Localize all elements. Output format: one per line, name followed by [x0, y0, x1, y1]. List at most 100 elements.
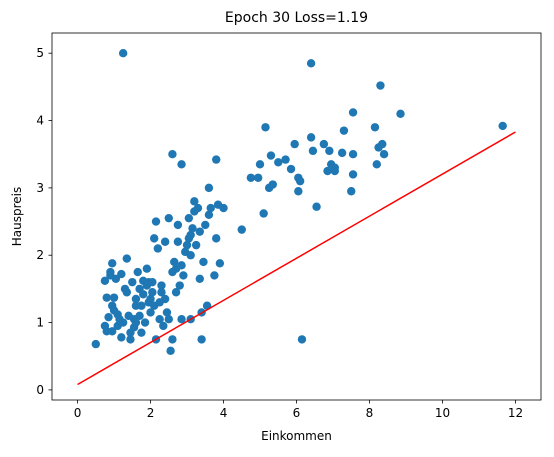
- scatter-point: [146, 294, 155, 304]
- plot-layer: [77, 49, 516, 386]
- scatter-point: [177, 160, 186, 169]
- scatter-point: [197, 335, 206, 344]
- scatter-point: [122, 254, 132, 263]
- scatter-point: [274, 158, 283, 167]
- regression-line: [77, 131, 516, 386]
- scatter-point: [188, 224, 197, 233]
- scatter-point: [268, 180, 277, 189]
- scatter-point: [193, 203, 203, 213]
- scatter-point: [253, 173, 263, 182]
- scatter-point: [182, 240, 192, 250]
- scatter-point: [137, 328, 146, 337]
- scatter-point: [173, 220, 183, 230]
- scatter-point: [219, 203, 228, 213]
- scatter-point: [162, 308, 172, 317]
- scatter-point: [396, 109, 405, 119]
- scatter-point: [376, 81, 385, 90]
- scatter-point: [133, 267, 142, 277]
- scatter-point: [135, 311, 144, 321]
- scatter-point: [153, 244, 163, 253]
- scatter-point: [191, 240, 201, 250]
- scatter-point: [498, 121, 507, 131]
- x-tick-label: 0: [74, 406, 82, 420]
- scatter-point: [201, 220, 210, 230]
- scatter-point: [118, 318, 128, 327]
- scatter-point: [146, 308, 155, 317]
- scatter-point: [308, 146, 318, 156]
- scatter-point: [286, 164, 296, 174]
- scatter-point: [347, 187, 356, 196]
- scatter-point: [170, 257, 179, 267]
- scatter-point: [168, 335, 177, 344]
- y-tick-label: 2: [36, 248, 44, 262]
- scatter-point: [348, 150, 358, 159]
- scatter-point: [104, 312, 113, 322]
- scatter-point: [117, 333, 126, 342]
- scatter-point: [151, 217, 161, 226]
- scatter-point: [175, 281, 184, 290]
- scatter-point: [164, 213, 173, 223]
- scatter-point: [177, 261, 186, 270]
- scatter-point: [297, 335, 307, 344]
- scatter-point: [215, 259, 225, 268]
- scatter-point: [255, 160, 265, 169]
- x-tick-label: 6: [293, 406, 301, 420]
- scatter-point: [212, 155, 221, 164]
- scatter-point: [148, 288, 157, 297]
- scatter-point: [109, 293, 119, 302]
- scatter-point: [306, 59, 316, 68]
- scatter-point: [379, 150, 389, 159]
- y-tick-label: 1: [36, 316, 44, 330]
- scatter-point: [237, 225, 246, 234]
- scatter-point: [204, 210, 214, 220]
- scatter-point: [106, 267, 115, 277]
- scatter-point: [117, 269, 126, 279]
- chart-title: Epoch 30 Loss=1.19: [225, 10, 368, 26]
- scatter-point: [259, 209, 268, 218]
- scatter-point: [173, 237, 183, 246]
- scatter-point: [100, 276, 110, 286]
- scatter-point: [246, 173, 256, 182]
- scatter-point: [339, 126, 349, 135]
- scatter-point: [290, 139, 299, 149]
- scatter-point: [281, 155, 290, 164]
- scatter-point: [348, 108, 358, 117]
- scatter-point: [126, 335, 135, 344]
- scatter-point: [177, 314, 186, 324]
- scatter-point: [142, 264, 152, 273]
- scatter-point: [171, 288, 181, 297]
- y-axis-label: Hauspreis: [10, 187, 24, 247]
- x-tick-label: 10: [435, 406, 450, 420]
- scatter-point: [323, 166, 332, 176]
- scatter-point: [179, 271, 188, 280]
- y-tick-label: 4: [36, 114, 44, 128]
- scatter-point: [261, 123, 270, 132]
- scatter-point: [378, 139, 387, 149]
- scatter-point: [128, 277, 137, 287]
- scatter-point: [186, 230, 195, 240]
- scatter-point: [122, 288, 132, 297]
- scatter-point: [370, 123, 380, 132]
- scatter-point: [186, 251, 195, 260]
- scatter-point: [330, 163, 340, 172]
- y-tick-label: 0: [36, 383, 44, 397]
- scatter-point: [195, 227, 204, 236]
- scatter-point: [294, 187, 303, 196]
- scatter-point: [137, 301, 146, 310]
- scatter-point: [190, 197, 199, 206]
- scatter-point: [212, 234, 221, 243]
- scatter-point: [148, 277, 157, 287]
- scatter-point: [149, 234, 159, 243]
- x-tick-label: 4: [220, 406, 228, 420]
- scatter-point: [266, 151, 276, 160]
- scatter-point: [325, 146, 334, 156]
- scatter-point: [139, 290, 148, 299]
- scatter-point: [118, 49, 128, 58]
- y-tick-label: 5: [36, 46, 44, 60]
- scatter-point: [306, 133, 316, 142]
- x-tick-label: 12: [508, 406, 523, 420]
- scatter-point: [319, 139, 329, 149]
